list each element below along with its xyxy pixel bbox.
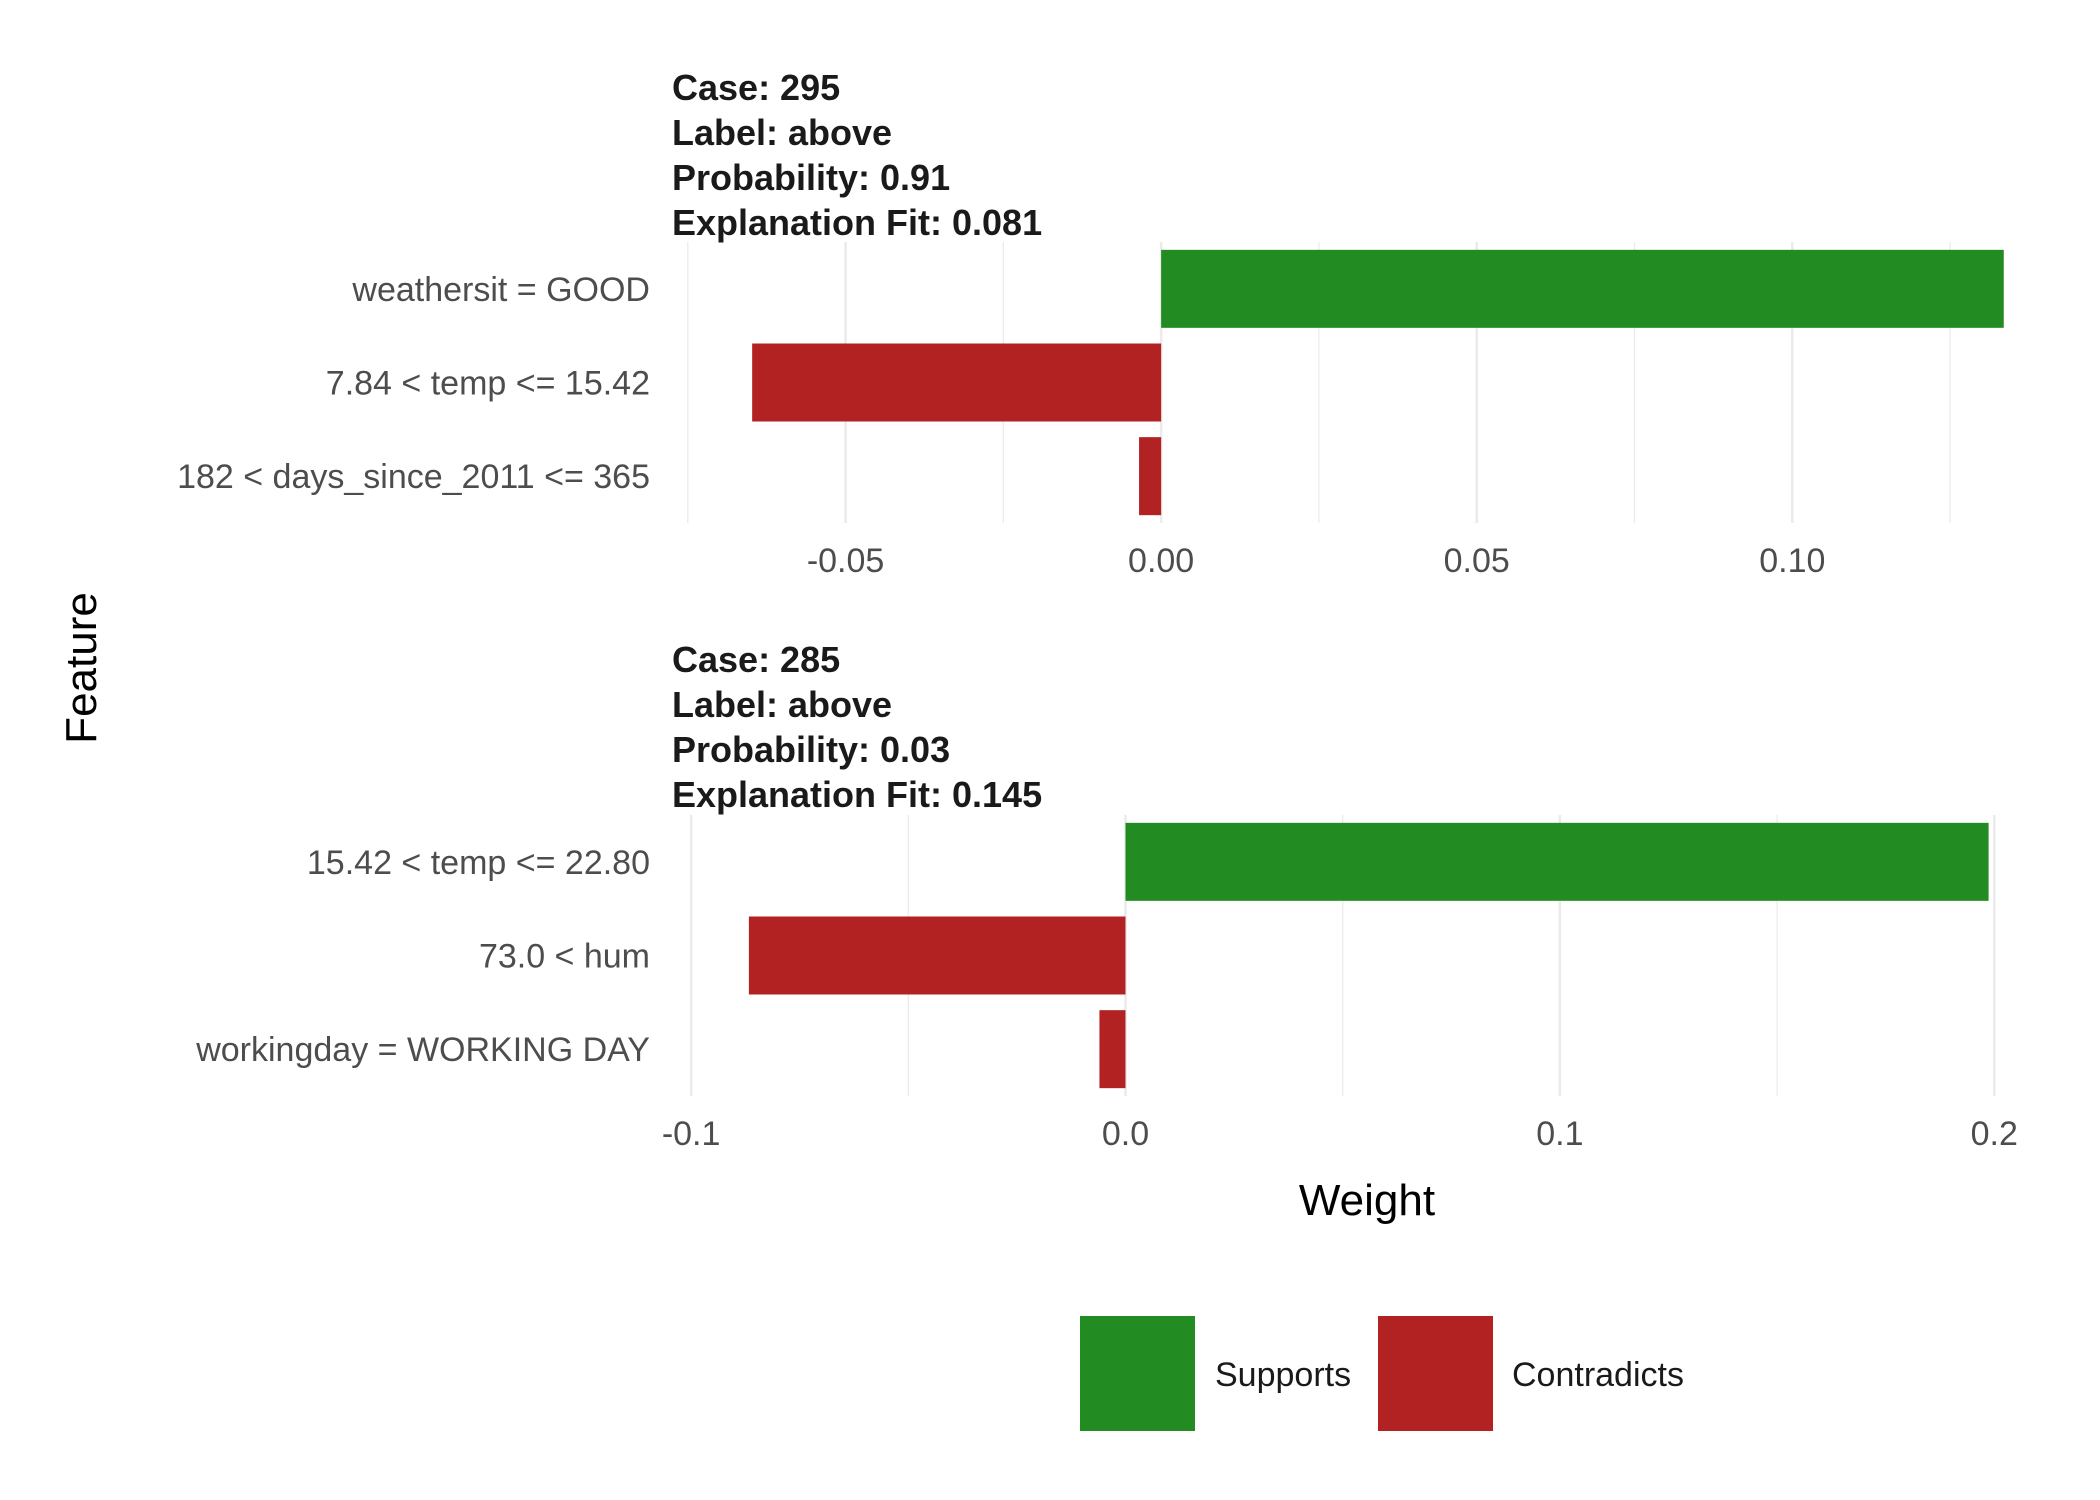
bar-contradicts <box>748 916 1126 995</box>
legend: Supports Contradicts <box>1080 1316 1684 1431</box>
panel-title-line: Probability: 0.91 <box>672 157 950 198</box>
x-tick-label: 0.1 <box>1536 1115 1583 1153</box>
bar-contradicts <box>1099 1010 1126 1089</box>
x-tick-label: 0.2 <box>1971 1115 2018 1153</box>
legend-key-supports <box>1080 1316 1195 1431</box>
panel-title-line: Explanation Fit: 0.145 <box>672 774 1042 815</box>
legend-key-contradicts <box>1378 1316 1493 1431</box>
panel-title-line: Label: above <box>672 112 892 153</box>
x-axis-title: Weight <box>1299 1176 1435 1225</box>
x-tick-label: 0.00 <box>1128 542 1194 580</box>
panel-title-line: Probability: 0.03 <box>672 729 950 770</box>
x-tick-label: 0.05 <box>1444 542 1510 580</box>
bar-contradicts <box>1139 437 1162 516</box>
panel-title-line: Label: above <box>672 684 892 725</box>
legend-label-contradicts: Contradicts <box>1512 1356 1684 1394</box>
panel-title-line: Explanation Fit: 0.081 <box>672 202 1042 243</box>
panel-title-line: Case: 295 <box>672 67 840 108</box>
x-tick-label: -0.05 <box>807 542 885 580</box>
feature-label: 15.42 < temp <= 22.80 <box>307 844 650 882</box>
feature-label: 182 < days_since_2011 <= 365 <box>177 458 650 496</box>
x-tick-label: 0.10 <box>1759 542 1825 580</box>
bar-supports <box>1161 249 2004 328</box>
panel-title-line: Case: 285 <box>672 639 840 680</box>
x-tick-label: -0.1 <box>662 1115 721 1153</box>
y-axis-title: Feature <box>57 592 106 744</box>
x-tick-label: 0.0 <box>1102 1115 1149 1153</box>
feature-label: workingday = WORKING DAY <box>195 1031 650 1069</box>
legend-label-supports: Supports <box>1215 1356 1351 1394</box>
feature-label: 7.84 < temp <= 15.42 <box>326 365 650 403</box>
bar-supports <box>1125 822 1989 901</box>
feature-label: 73.0 < hum <box>479 938 650 976</box>
bar-contradicts <box>752 343 1162 422</box>
feature-label: weathersit = GOOD <box>351 271 650 309</box>
